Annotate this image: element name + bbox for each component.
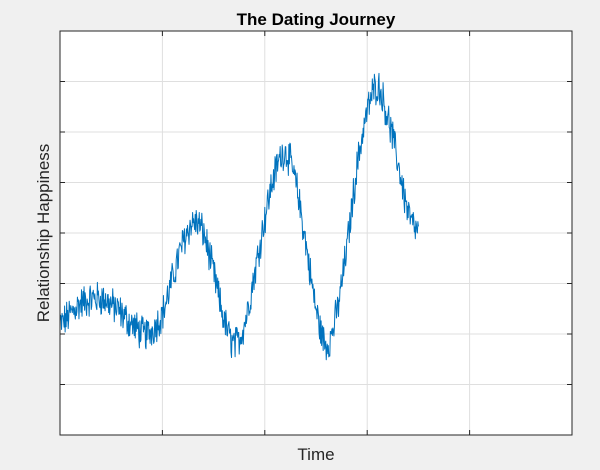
- series-layer: [59, 72, 419, 361]
- axes-box: [59, 30, 573, 436]
- chart-title: The Dating Journey: [237, 10, 396, 29]
- series-line: [59, 72, 419, 361]
- y-axis-label: Relationship Happiness: [34, 144, 53, 323]
- grid-layer: [60, 31, 572, 435]
- x-axis-label: Time: [297, 445, 334, 464]
